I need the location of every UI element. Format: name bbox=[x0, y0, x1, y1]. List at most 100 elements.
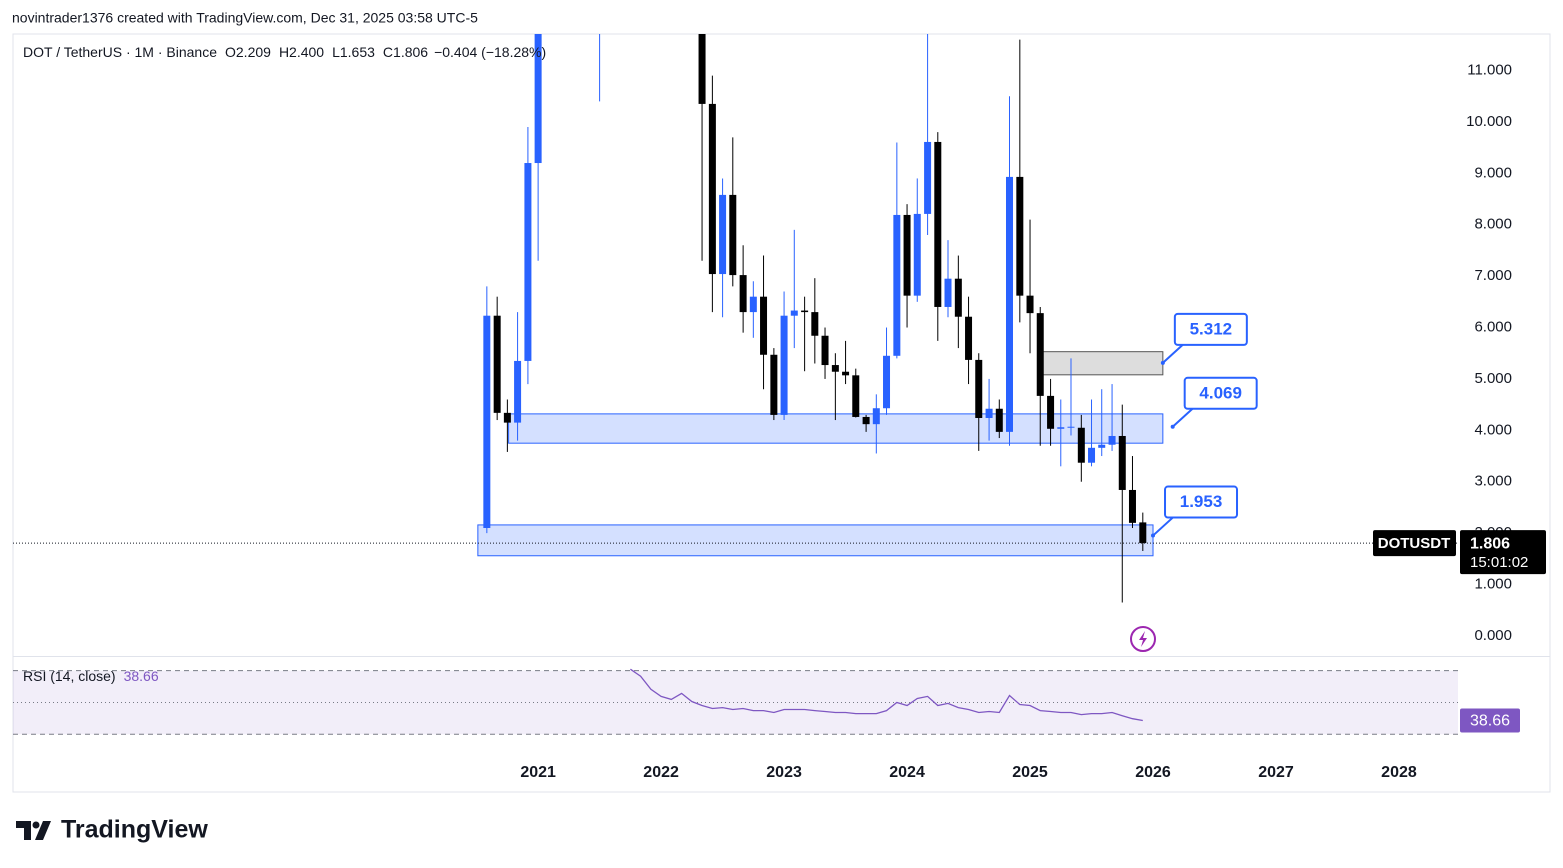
x-tick-label: 2023 bbox=[766, 764, 802, 781]
x-tick-label: 2021 bbox=[520, 764, 556, 781]
callout-label: 4.069 bbox=[1199, 383, 1242, 402]
candle-body bbox=[995, 408, 1003, 432]
candle-body bbox=[1139, 522, 1147, 544]
callout-label: 5.312 bbox=[1190, 319, 1233, 338]
y-tick-label: 11.000 bbox=[1467, 61, 1512, 78]
candle-body bbox=[739, 275, 747, 313]
rsi-legend-value: 38.66 bbox=[124, 668, 159, 684]
price-pane bbox=[13, 34, 1458, 603]
candle-body bbox=[770, 354, 778, 415]
candle-body bbox=[1108, 435, 1116, 445]
symbol-label-box bbox=[1373, 530, 1456, 557]
price-label: 1.806 bbox=[1470, 535, 1510, 552]
candle-body bbox=[883, 355, 891, 409]
candle-body bbox=[1077, 427, 1085, 463]
callout-pointer bbox=[1152, 514, 1176, 537]
x-tick-label: 2027 bbox=[1258, 764, 1294, 781]
y-tick-label: 8.000 bbox=[1474, 216, 1512, 233]
logo-mark bbox=[16, 821, 51, 840]
candle-body bbox=[1067, 426, 1075, 428]
candle-body bbox=[975, 359, 983, 418]
candle-body bbox=[1026, 295, 1034, 314]
rsi-line bbox=[630, 668, 1143, 722]
candle-body bbox=[872, 408, 880, 425]
candle-body bbox=[903, 214, 911, 296]
price-label-box bbox=[1460, 530, 1546, 575]
candle-body bbox=[1036, 313, 1044, 396]
legend: DOT / TetherUS · 1M · Binance O2.209 H2.40… bbox=[23, 44, 546, 60]
candle-body bbox=[1128, 489, 1136, 523]
x-tick-label: 2024 bbox=[889, 764, 925, 781]
candle-body bbox=[1047, 395, 1055, 429]
y-tick-label: 1.000 bbox=[1474, 576, 1512, 593]
callout-box bbox=[1183, 376, 1258, 410]
candle-body bbox=[524, 163, 532, 361]
logo-text: TradingView bbox=[61, 816, 208, 844]
x-tick-label: 2028 bbox=[1381, 764, 1417, 781]
alert-icon bbox=[1130, 626, 1156, 652]
rsi-value-box bbox=[1460, 708, 1520, 733]
candle-body bbox=[1057, 427, 1065, 429]
rsi-legend: RSI (14, close) 38.66 bbox=[23, 668, 159, 684]
candle-body bbox=[1098, 444, 1106, 448]
overlay: DOT / TetherUS · 1M · Binance O2.209 H2.40… bbox=[23, 44, 1546, 781]
callout-pointer bbox=[1172, 406, 1196, 428]
candle-body bbox=[831, 365, 839, 372]
alert-circle bbox=[1130, 626, 1156, 652]
candle-body bbox=[729, 194, 737, 276]
legend-ohlc: O2.209 bbox=[225, 44, 271, 60]
x-tick-label: 2022 bbox=[643, 764, 679, 781]
y-tick-label: 3.000 bbox=[1474, 473, 1512, 490]
rsi-value-label: 38.66 bbox=[1470, 713, 1510, 730]
candle-body bbox=[708, 103, 716, 275]
y-tick-label: 10.000 bbox=[1466, 113, 1512, 130]
legend-symbol: DOT / TetherUS · 1M · Binance bbox=[23, 44, 217, 60]
candle-body bbox=[749, 296, 757, 313]
candle-body bbox=[698, 34, 706, 104]
candle-body bbox=[1016, 176, 1024, 296]
callout-pointer bbox=[1162, 342, 1186, 364]
candle-body bbox=[862, 416, 870, 425]
candle-body bbox=[1118, 435, 1126, 490]
candle-body bbox=[944, 278, 952, 307]
candle-body bbox=[934, 141, 942, 307]
callout-box bbox=[1164, 485, 1239, 519]
y-tick-label: 0.000 bbox=[1474, 627, 1512, 644]
x-tick-label: 2025 bbox=[1012, 764, 1048, 781]
candle-body bbox=[801, 310, 809, 313]
y-tick-label: 9.000 bbox=[1474, 164, 1512, 181]
callout-box bbox=[1173, 312, 1248, 346]
y-tick-label: 6.000 bbox=[1474, 318, 1512, 335]
candle-body bbox=[913, 213, 921, 296]
callout-label: 1.953 bbox=[1180, 492, 1223, 511]
logo: TradingView bbox=[16, 816, 208, 844]
frame bbox=[12, 33, 1551, 793]
zone bbox=[477, 524, 1154, 557]
candle-body bbox=[965, 316, 973, 360]
rsi-legend-label: RSI (14, close) bbox=[23, 668, 116, 684]
legend-ohlc: C1.806 bbox=[383, 44, 428, 60]
candle-body bbox=[760, 296, 768, 355]
candle-body bbox=[985, 408, 993, 418]
callout-anchor bbox=[1170, 424, 1175, 429]
candle-body bbox=[780, 315, 788, 415]
callout-anchor bbox=[1160, 360, 1165, 365]
candle-body bbox=[924, 141, 932, 214]
candle-body bbox=[790, 310, 798, 316]
countdown-label: 15:01:02 bbox=[1470, 554, 1528, 571]
legend-change: −0.404 (−18.28%) bbox=[434, 44, 546, 60]
candle-body bbox=[954, 278, 962, 317]
candle-body bbox=[503, 412, 511, 423]
y-tick-label: 5.000 bbox=[1474, 370, 1512, 387]
candle-body bbox=[852, 375, 860, 417]
symbol-label: DOTUSDT bbox=[1378, 535, 1451, 552]
candle-body bbox=[821, 335, 829, 366]
legend-ohlc: L1.653 bbox=[332, 44, 375, 60]
candle-body bbox=[893, 214, 901, 356]
candle-body bbox=[493, 315, 501, 413]
candle-body bbox=[842, 371, 850, 376]
rsi-pane bbox=[13, 668, 1458, 735]
legend-ohlc: H2.400 bbox=[279, 44, 324, 60]
